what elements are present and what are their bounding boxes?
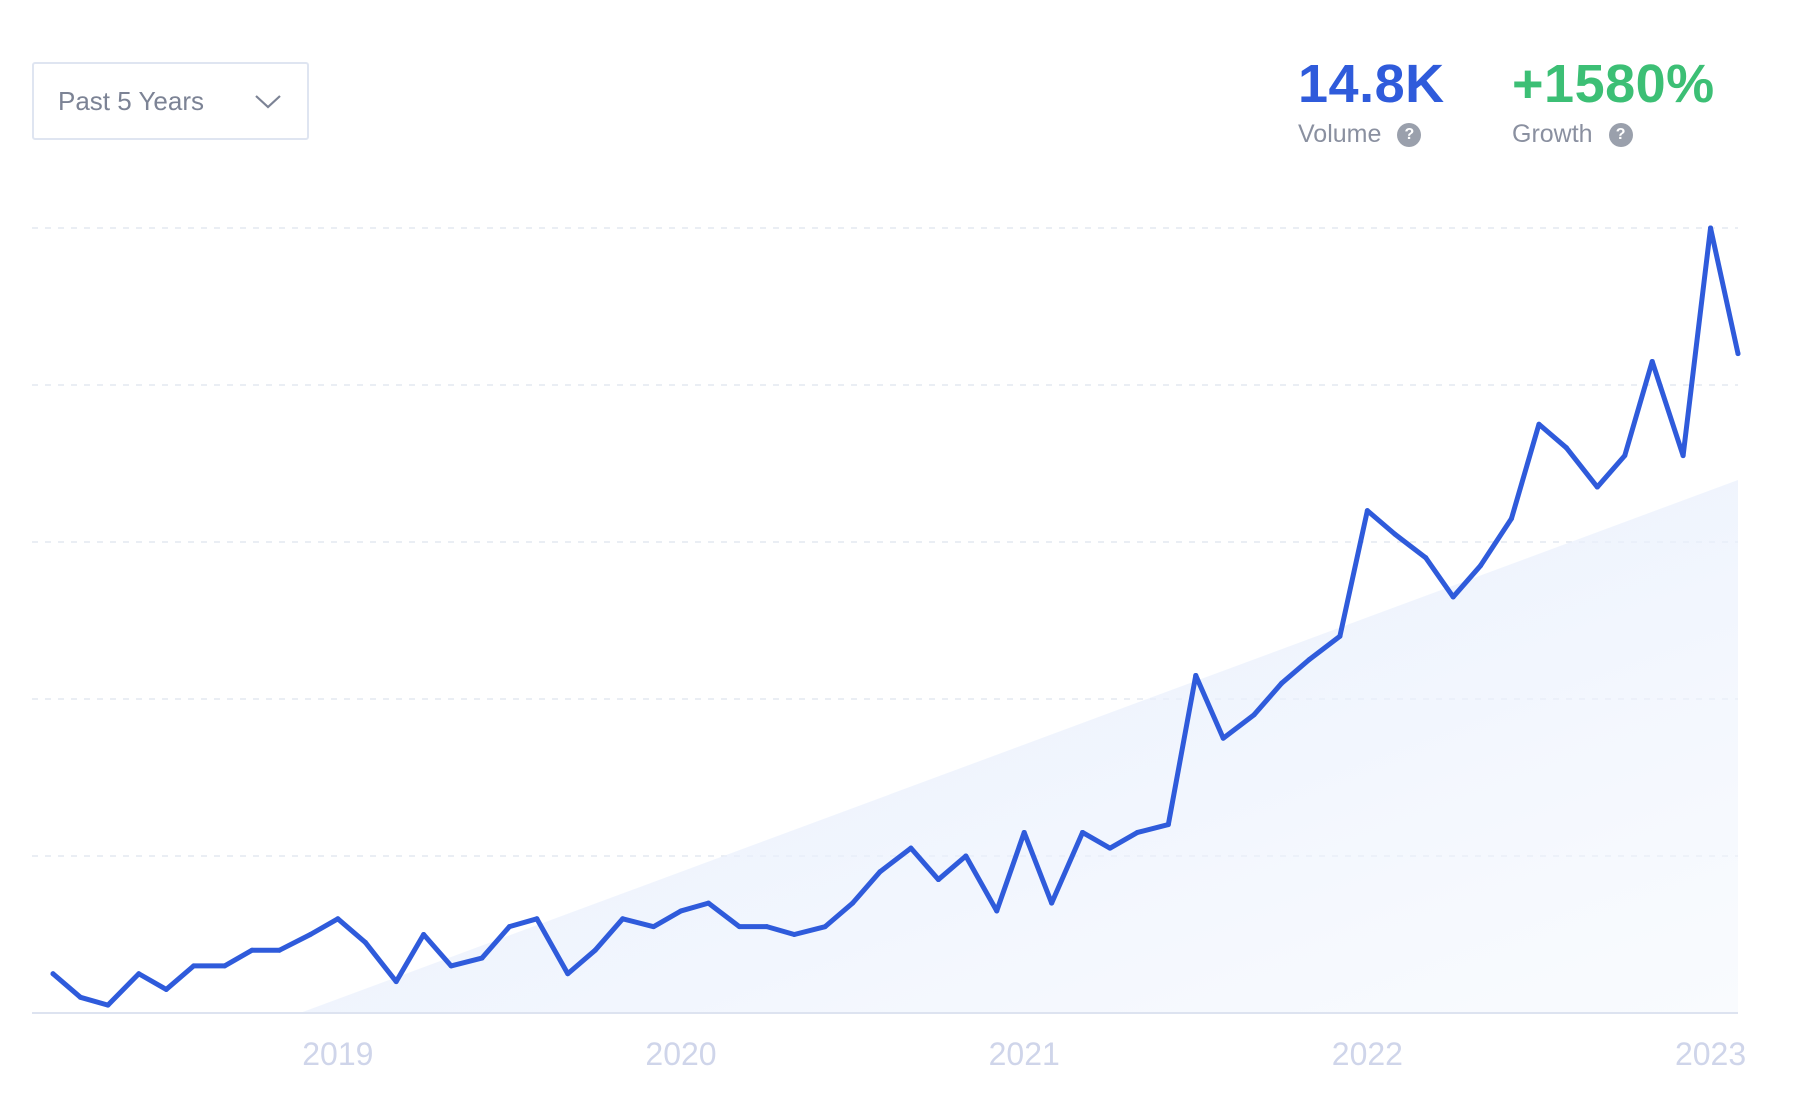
data-point xyxy=(136,971,142,977)
data-point xyxy=(764,924,770,930)
chevron-down-icon xyxy=(255,95,281,109)
volume-help-icon[interactable]: ? xyxy=(1397,122,1422,147)
data-point xyxy=(1536,421,1542,427)
time-range-dropdown[interactable]: Past 5 Years xyxy=(32,62,309,140)
data-point xyxy=(1165,822,1171,828)
data-point xyxy=(963,853,969,859)
data-point xyxy=(1193,672,1199,678)
data-point xyxy=(1306,657,1312,663)
data-point xyxy=(1509,515,1515,521)
data-point xyxy=(994,908,1000,914)
data-point xyxy=(1622,453,1628,459)
data-point xyxy=(1080,829,1086,835)
data-point xyxy=(908,845,914,851)
x-tick-label: 2020 xyxy=(645,1036,716,1072)
data-point xyxy=(479,955,485,961)
data-point xyxy=(276,947,282,953)
data-point xyxy=(1220,735,1226,741)
data-point xyxy=(1423,555,1429,561)
data-point xyxy=(736,924,742,930)
data-point xyxy=(935,877,941,883)
data-point xyxy=(249,947,255,953)
growth-help-icon[interactable]: ? xyxy=(1608,122,1633,147)
time-range-label: Past 5 Years xyxy=(58,85,204,116)
data-point xyxy=(1708,225,1714,231)
data-point xyxy=(850,900,856,906)
data-point xyxy=(592,947,598,953)
data-point xyxy=(448,963,454,969)
x-tick-label: 2022 xyxy=(1332,1036,1403,1072)
data-point xyxy=(77,994,83,1000)
data-point xyxy=(1392,531,1398,537)
data-point xyxy=(362,939,368,945)
volume-value: 14.8K xyxy=(1298,54,1445,114)
x-tick-label: 2021 xyxy=(989,1036,1060,1072)
data-point xyxy=(1594,484,1600,490)
data-point xyxy=(191,963,197,969)
data-point xyxy=(791,932,797,937)
x-tick-label: 2019 xyxy=(302,1036,373,1072)
data-point xyxy=(877,869,883,875)
data-points xyxy=(50,225,1741,1008)
volume-label: Volume xyxy=(1298,120,1382,148)
data-point xyxy=(222,963,228,969)
data-point xyxy=(534,916,540,922)
data-point xyxy=(421,932,427,937)
data-point xyxy=(1251,712,1257,718)
data-point xyxy=(1478,563,1484,569)
data-point xyxy=(822,924,828,930)
data-point xyxy=(1735,351,1741,357)
data-point xyxy=(678,908,684,914)
growth-value: +1580% xyxy=(1512,54,1715,114)
data-point xyxy=(1337,633,1343,639)
data-point xyxy=(163,986,169,992)
growth-stat: +1580% Growth ? xyxy=(1512,52,1715,149)
trend-area xyxy=(300,480,1738,1013)
data-point xyxy=(50,971,56,977)
data-point xyxy=(105,1002,111,1008)
series-line xyxy=(50,225,1741,1008)
data-point xyxy=(335,916,341,922)
data-point xyxy=(1680,453,1686,459)
data-point xyxy=(565,971,571,977)
data-point xyxy=(1049,900,1055,906)
volume-stat: 14.8K Volume ? xyxy=(1298,52,1445,149)
x-axis-ticks: 2019 2020 2021 2022 2023 xyxy=(302,1036,1746,1072)
data-point xyxy=(705,900,711,906)
data-point xyxy=(1021,829,1027,835)
growth-label: Growth xyxy=(1512,120,1593,148)
data-point xyxy=(1450,594,1456,600)
x-tick-label: 2023 xyxy=(1675,1036,1746,1072)
data-point xyxy=(1107,845,1113,851)
data-point xyxy=(307,932,313,937)
data-point xyxy=(393,979,399,985)
data-point xyxy=(651,924,657,930)
data-point xyxy=(1134,829,1140,835)
data-point xyxy=(1279,680,1285,686)
data-point xyxy=(1364,508,1370,514)
data-point xyxy=(1649,358,1655,364)
data-point xyxy=(506,924,512,930)
data-point xyxy=(1563,445,1569,451)
data-point xyxy=(620,916,626,922)
